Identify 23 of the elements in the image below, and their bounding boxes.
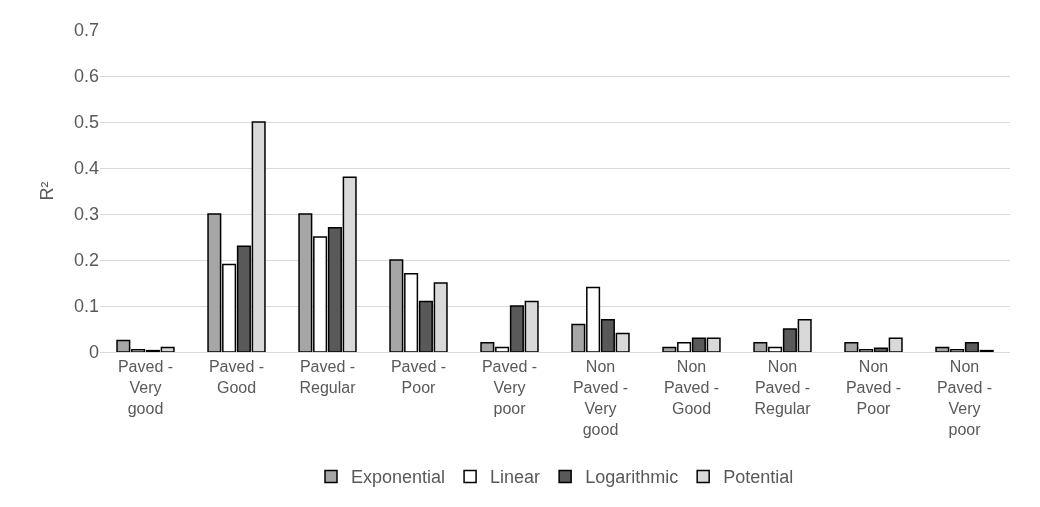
x-tick-label: Paved - Poor (390, 358, 447, 396)
legend-label: Linear (490, 467, 541, 488)
y-tick-label: 0.1 (73, 296, 99, 317)
legend-label: Exponential (351, 467, 446, 488)
y-tick-label: 0 (88, 342, 99, 363)
x-tick-label: Paved - Good (208, 358, 265, 396)
legend-label: Potential (723, 467, 794, 488)
y-tick-label: 0.4 (73, 158, 99, 179)
legend-label: Logarithmic (585, 467, 679, 488)
x-tick-label: Paved - Regular (299, 358, 357, 396)
y-tick-label: 0.7 (73, 20, 99, 41)
y-tick-label: 0.3 (73, 204, 99, 225)
y-tick-label: 0.5 (73, 112, 99, 133)
x-tick-label: Non Paved - Regular (754, 358, 812, 417)
y-axis-title: R² (37, 181, 58, 201)
x-tick-label: Paved - Very poor (481, 358, 538, 417)
x-tick-label: Non Paved - Very good (572, 358, 629, 438)
y-tick-label: 0.6 (73, 66, 99, 87)
x-tick-label: Non Paved - Good (663, 358, 720, 417)
x-tick-label: Non Paved - Very poor (936, 358, 993, 438)
x-tick-label: Non Paved - Poor (845, 358, 902, 417)
y-tick-label: 0.2 (73, 250, 99, 271)
x-tick-label: Paved - Very good (117, 358, 174, 417)
